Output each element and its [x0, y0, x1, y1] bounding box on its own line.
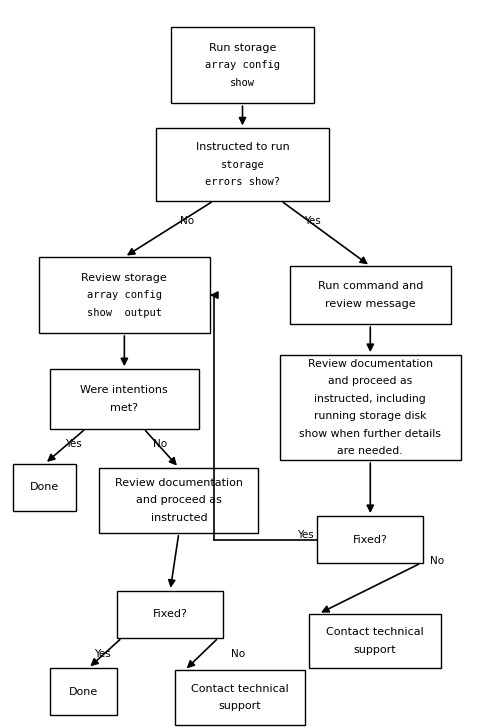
Text: support: support: [353, 645, 395, 654]
Bar: [49, 668, 117, 716]
Bar: [175, 670, 304, 725]
Text: Done: Done: [30, 482, 60, 492]
Text: Yes: Yes: [303, 216, 320, 226]
Text: storage: storage: [220, 159, 264, 170]
Text: Yes: Yes: [65, 440, 82, 449]
Bar: [308, 614, 440, 668]
Text: Contact technical: Contact technical: [326, 628, 423, 637]
Text: Run storage: Run storage: [209, 43, 275, 53]
Text: Run command and: Run command and: [317, 282, 422, 291]
Text: instructed, including: instructed, including: [314, 394, 425, 404]
Text: Yes: Yes: [94, 649, 111, 659]
Text: show  output: show output: [87, 307, 162, 317]
Text: No: No: [153, 440, 167, 449]
Bar: [14, 464, 76, 511]
Text: Yes: Yes: [296, 530, 313, 540]
Text: and proceed as: and proceed as: [328, 376, 411, 387]
Text: Instructed to run: Instructed to run: [195, 142, 289, 152]
Bar: [49, 369, 199, 429]
Bar: [117, 590, 223, 638]
Text: errors show?: errors show?: [205, 177, 279, 187]
Text: instructed: instructed: [150, 513, 207, 523]
Text: show when further details: show when further details: [299, 429, 440, 439]
Bar: [289, 266, 450, 324]
Bar: [279, 355, 460, 460]
Bar: [99, 467, 258, 533]
Text: running storage disk: running storage disk: [314, 411, 425, 422]
Text: Fixed?: Fixed?: [352, 534, 387, 545]
Text: Review documentation: Review documentation: [115, 478, 242, 488]
Text: show: show: [229, 78, 255, 87]
Text: No: No: [230, 649, 244, 659]
Text: Review storage: Review storage: [81, 273, 167, 282]
Text: met?: met?: [110, 403, 138, 413]
Text: No: No: [180, 216, 194, 226]
Text: Done: Done: [69, 687, 98, 697]
Text: and proceed as: and proceed as: [136, 495, 221, 505]
Bar: [39, 257, 210, 333]
Text: Contact technical: Contact technical: [191, 684, 288, 694]
Text: review message: review message: [324, 298, 415, 309]
Bar: [317, 516, 423, 563]
Text: support: support: [218, 701, 261, 711]
Text: are needed.: are needed.: [337, 446, 402, 456]
Text: Were intentions: Were intentions: [80, 385, 168, 395]
Bar: [155, 128, 329, 201]
Text: Review documentation: Review documentation: [307, 359, 432, 369]
Text: array config: array config: [205, 60, 279, 70]
Text: Fixed?: Fixed?: [152, 609, 187, 620]
Bar: [171, 27, 313, 103]
Text: No: No: [429, 556, 443, 566]
Text: array config: array config: [87, 290, 162, 300]
